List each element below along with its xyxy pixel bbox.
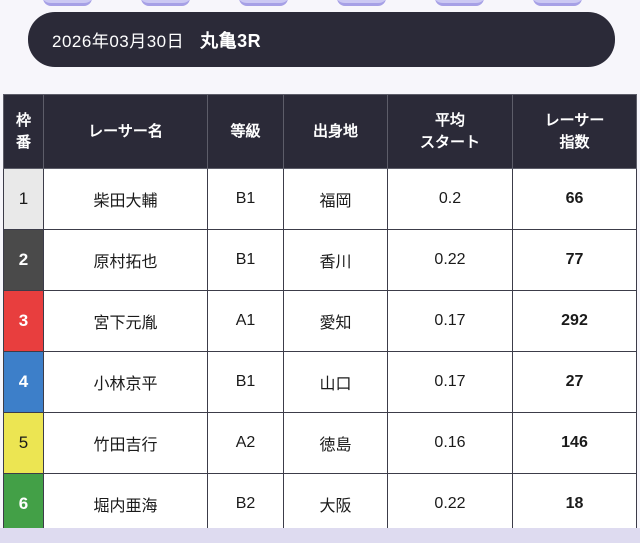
col-header-avg-start: 平均 スタート: [387, 94, 513, 169]
racer-origin: 徳島: [283, 412, 388, 474]
racer-class: A2: [207, 412, 284, 474]
col-header-origin: 出身地: [283, 94, 388, 169]
waku-number: 1: [3, 168, 44, 230]
racer-avg-start: 0.17: [387, 290, 513, 352]
race-header: 2026年03月30日 丸亀3R: [28, 12, 615, 67]
racer-name: 堀内亜海: [43, 473, 208, 535]
table-row: 5 竹田吉行 A2 徳島 0.16 146: [3, 412, 637, 474]
racer-avg-start: 0.2: [387, 168, 513, 230]
racer-name: 柴田大輔: [43, 168, 208, 230]
waku-number: 2: [3, 229, 44, 291]
table-row: 4 小林京平 B1 山口 0.17 27: [3, 351, 637, 413]
table-row: 6 堀内亜海 B2 大阪 0.22 18: [3, 473, 637, 535]
col-header-waku: 枠 番: [3, 94, 44, 169]
race-pill-2[interactable]: [141, 0, 190, 6]
race-pill-5[interactable]: [435, 0, 484, 6]
racer-origin: 愛知: [283, 290, 388, 352]
racer-avg-start: 0.17: [387, 351, 513, 413]
racer-name: 小林京平: [43, 351, 208, 413]
racer-class: B2: [207, 473, 284, 535]
racer-avg-start: 0.16: [387, 412, 513, 474]
racer-class: B1: [207, 229, 284, 291]
footer-strip: [0, 528, 640, 543]
racer-origin: 福岡: [283, 168, 388, 230]
racer-class: B1: [207, 351, 284, 413]
racer-index: 77: [512, 229, 637, 291]
col-header-index: レーサー 指数: [512, 94, 637, 169]
racer-origin: 香川: [283, 229, 388, 291]
waku-number: 3: [3, 290, 44, 352]
race-number-pill-row: [0, 0, 640, 6]
racer-name: 宮下元胤: [43, 290, 208, 352]
table-row: 1 柴田大輔 B1 福岡 0.2 66: [3, 168, 637, 230]
racer-index: 66: [512, 168, 637, 230]
racer-index: 27: [512, 351, 637, 413]
racer-origin: 山口: [283, 351, 388, 413]
waku-number: 4: [3, 351, 44, 413]
race-pill-1[interactable]: [43, 0, 92, 6]
racer-class: A1: [207, 290, 284, 352]
table-row: 2 原村拓也 B1 香川 0.22 77: [3, 229, 637, 291]
col-header-class: 等級: [207, 94, 284, 169]
race-pill-6[interactable]: [533, 0, 582, 6]
racer-origin: 大阪: [283, 473, 388, 535]
racer-index: 292: [512, 290, 637, 352]
waku-number: 6: [3, 473, 44, 535]
table-header-row: 枠 番 レーサー名 等級 出身地 平均 スタート レーサー 指数: [3, 94, 637, 169]
racer-avg-start: 0.22: [387, 229, 513, 291]
waku-number: 5: [3, 412, 44, 474]
race-pill-4[interactable]: [337, 0, 386, 6]
col-header-name: レーサー名: [43, 94, 208, 169]
table-row: 3 宮下元胤 A1 愛知 0.17 292: [3, 290, 637, 352]
racer-class: B1: [207, 168, 284, 230]
racer-name: 原村拓也: [43, 229, 208, 291]
racer-avg-start: 0.22: [387, 473, 513, 535]
race-title: 丸亀3R: [200, 30, 262, 51]
race-pill-3[interactable]: [239, 0, 288, 6]
race-date: 2026年03月30日: [52, 32, 185, 51]
racer-table: 枠 番 レーサー名 等級 出身地 平均 スタート レーサー 指数 1 柴田大輔 …: [3, 94, 637, 535]
racer-name: 竹田吉行: [43, 412, 208, 474]
racer-index: 18: [512, 473, 637, 535]
racer-index: 146: [512, 412, 637, 474]
